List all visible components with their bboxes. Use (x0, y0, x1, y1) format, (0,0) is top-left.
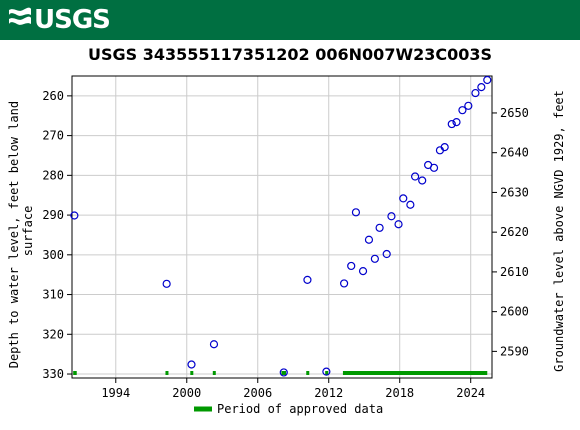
usgs-logo-text: USGS (34, 5, 111, 35)
y-right-tick-label: 2620 (500, 225, 529, 239)
y-left-tick-label: 320 (42, 327, 64, 341)
x-tick-label: 1994 (101, 386, 130, 400)
data-point (447, 119, 456, 129)
approved-period-bar (342, 371, 488, 375)
x-tick-label: 2012 (314, 386, 343, 400)
data-point (440, 143, 449, 152)
data-points (70, 75, 492, 377)
y-left-tick-label: 260 (42, 89, 64, 103)
approved-periods (73, 371, 488, 375)
y-left-tick-label: 310 (42, 288, 64, 302)
approved-period-bar (190, 371, 194, 375)
data-point (394, 220, 403, 229)
data-point (340, 279, 349, 288)
data-point (162, 279, 171, 288)
data-point (477, 83, 486, 92)
data-point (351, 208, 361, 217)
y-right-tick-label: 2590 (500, 344, 529, 358)
data-point (418, 176, 427, 185)
data-point (483, 75, 492, 85)
y-axis-left-label-line2: surface (21, 206, 35, 257)
approved-period-bar (281, 371, 287, 375)
y-left-tick-label: 330 (42, 367, 64, 381)
approved-period-bar (325, 371, 329, 375)
y-right-tick-label: 2640 (500, 146, 529, 160)
data-point (399, 194, 408, 203)
legend: Period of approved data (194, 402, 383, 416)
y-left-tick-label: 280 (42, 168, 64, 182)
y-right-tick-label: 2630 (500, 185, 529, 199)
axes: 1994 2000 2006 2012 2018 2024 260 270 280 290 300 3… (42, 89, 529, 400)
plot-frame (71, 75, 493, 379)
y-axis-left-label-line1: Depth to water level, feet below land (7, 101, 21, 368)
y-left-tick-label: 270 (42, 129, 64, 143)
approved-period-bar (165, 371, 169, 375)
data-point (187, 360, 196, 369)
x-tick-label: 2018 (385, 386, 414, 400)
chart-title: USGS 343555117351202 006N007W23C003S (88, 45, 492, 64)
data-point (209, 340, 219, 349)
data-point (406, 200, 415, 209)
data-point (464, 101, 473, 110)
approved-period-bar (73, 371, 77, 375)
approved-period-bar (212, 371, 216, 375)
y-right-tick-label: 2600 (500, 305, 529, 319)
data-point (382, 249, 391, 259)
data-point (279, 368, 288, 377)
data-point (429, 163, 439, 172)
data-point (410, 172, 420, 181)
data-point (322, 367, 331, 376)
data-point (347, 261, 356, 271)
y-right-tick-label: 2610 (500, 265, 529, 279)
y-right-tick-label: 2650 (500, 106, 529, 120)
data-point (375, 223, 384, 232)
data-point (303, 275, 312, 284)
data-point (364, 235, 374, 244)
grid (72, 76, 492, 378)
y-axis-left-label: Depth to water level, feet below land su… (7, 94, 35, 369)
data-point (452, 117, 461, 127)
y-left-tick-label: 290 (42, 208, 64, 222)
y-left-tick-label: 300 (42, 248, 64, 262)
data-point (471, 88, 480, 98)
legend-approved-label: Period of approved data (217, 402, 383, 416)
data-point (358, 267, 368, 276)
data-point (458, 106, 467, 115)
y-axis-right-label: Groundwater level above NGVD 1929, feet (552, 90, 566, 372)
data-point (70, 211, 79, 220)
usgs-logo-icon (9, 7, 31, 25)
approved-period-bar (306, 371, 310, 375)
x-tick-label: 2024 (456, 386, 485, 400)
x-tick-label: 2006 (243, 386, 272, 400)
usgs-header-bar: USGS (0, 0, 580, 40)
data-point (387, 212, 396, 221)
data-point (370, 254, 379, 263)
x-tick-label: 2000 (172, 386, 201, 400)
